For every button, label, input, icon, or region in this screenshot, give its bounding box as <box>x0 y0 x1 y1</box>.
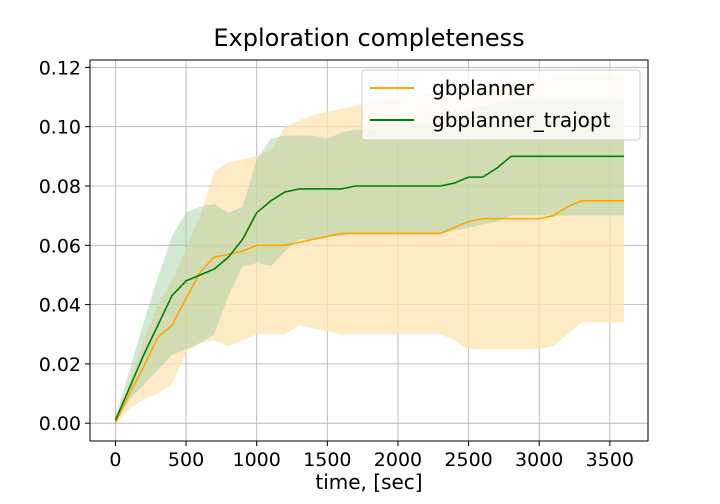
x-tick-label: 2000 <box>374 449 422 471</box>
legend-box <box>361 69 641 141</box>
x-tick-label: 1500 <box>303 449 351 471</box>
series-line-gbplanner-trajopt <box>114 155 624 421</box>
x-tick-label: 3500 <box>586 449 634 471</box>
chart-title: Exploration completeness <box>213 24 524 52</box>
y-tick-label: 0.06 <box>39 235 81 257</box>
legend: gbplanner gbplanner_trajopt <box>361 69 641 141</box>
x-tick-label: 500 <box>168 449 204 471</box>
x-tick-label: 0 <box>109 449 121 471</box>
plot-frame <box>89 59 649 442</box>
axis-ticks: 0 500 1000 1500 2000 2500 3000 3500 0.00 0.02 0.04… <box>39 57 634 471</box>
y-tick-label: 0.08 <box>39 176 81 198</box>
x-axis-title: time, [sec] <box>315 470 422 494</box>
y-tick-label: 0.04 <box>39 295 81 317</box>
confidence-band-gbplanner <box>115 76 624 424</box>
y-tick-label: 0.10 <box>39 117 81 139</box>
legend-label-gbplanner-trajopt: gbplanner_trajopt <box>432 108 611 132</box>
x-tick-label: 3000 <box>515 449 563 471</box>
series-line-gbplanner <box>114 200 624 424</box>
confidence-bands <box>115 76 624 424</box>
x-tick-label: 1000 <box>233 449 281 471</box>
y-tick-label: 0.00 <box>39 413 81 435</box>
y-tick-label: 0.02 <box>39 354 81 376</box>
x-tick-label: 2500 <box>444 449 492 471</box>
confidence-band-gbplanner-trajopt <box>115 100 624 421</box>
series-lines <box>114 155 624 424</box>
y-tick-label: 0.12 <box>39 57 81 79</box>
legend-label-gbplanner: gbplanner <box>432 76 535 100</box>
